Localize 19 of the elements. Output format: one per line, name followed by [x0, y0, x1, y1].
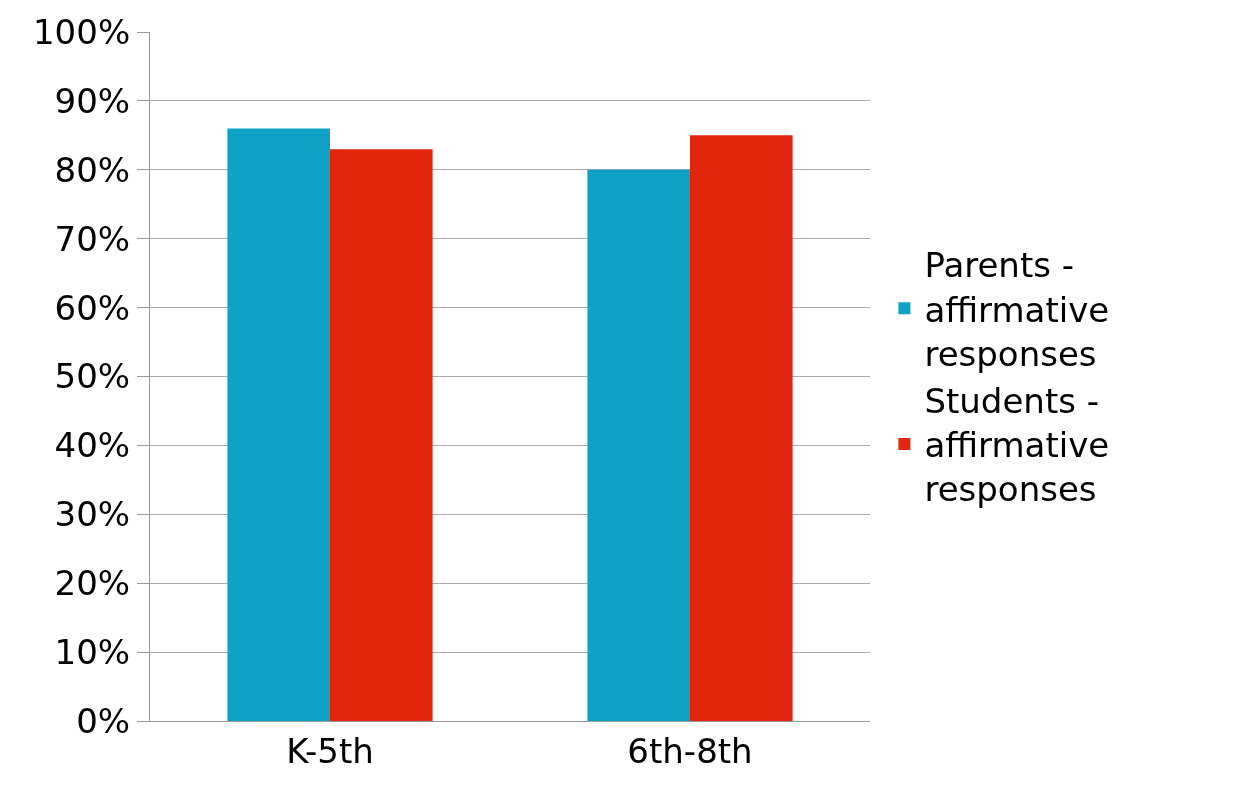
y-tick-label: 0% [76, 700, 131, 741]
y-tick-label: 60% [54, 287, 131, 328]
bar [330, 149, 433, 721]
y-tick-label: 100% [33, 11, 131, 52]
y-tick-label: 90% [54, 80, 131, 121]
bar [690, 135, 793, 721]
legend-label: Students - affirmative responses [924, 380, 1110, 510]
bar [587, 169, 690, 721]
y-tick-label: 10% [54, 632, 131, 672]
y-tick-label: 70% [54, 218, 131, 259]
bar [227, 128, 330, 721]
y-tick-label: 80% [54, 149, 131, 190]
legend-label: Parents - affirmative responses [924, 245, 1110, 374]
y-tick-label: 50% [54, 356, 131, 397]
y-tick-label: 30% [54, 494, 131, 535]
y-tick-label: 20% [54, 563, 131, 604]
y-tick-label: 40% [54, 425, 131, 466]
x-tick-label: K-5th [286, 730, 374, 771]
x-tick-label: 6th-8th [627, 730, 753, 771]
